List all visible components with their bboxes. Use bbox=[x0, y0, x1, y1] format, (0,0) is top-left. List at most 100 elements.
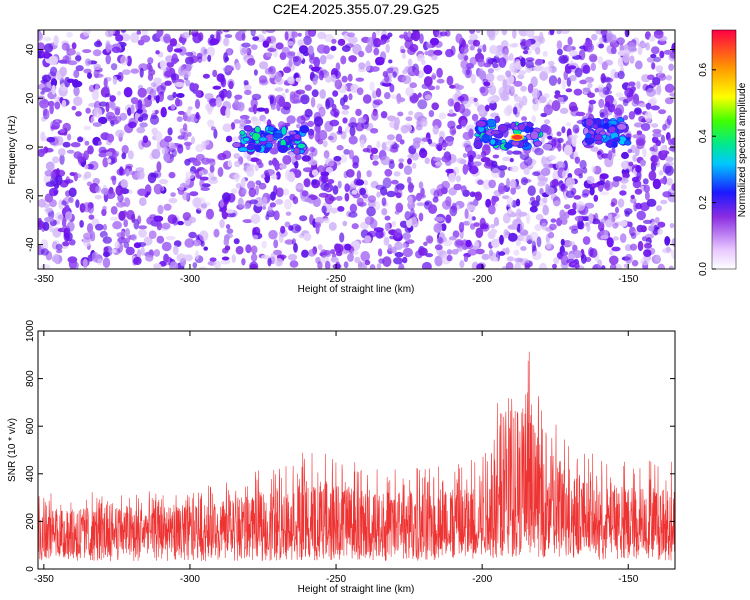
spectrogram-cell bbox=[185, 51, 194, 57]
spectrogram-cell bbox=[655, 65, 664, 73]
spectrogram-cell bbox=[531, 250, 542, 261]
spectrogram-cell bbox=[557, 96, 564, 103]
spectrogram-cell bbox=[568, 101, 578, 112]
spectrogram-feature-cell bbox=[517, 123, 526, 131]
spectrogram-cell bbox=[239, 118, 247, 128]
spectrogram-cell bbox=[571, 229, 579, 234]
spectrogram-cell bbox=[62, 141, 71, 148]
spectrogram-cell bbox=[467, 39, 475, 45]
spectrogram-cell bbox=[669, 52, 675, 59]
spectrogram-cell bbox=[294, 153, 302, 161]
spectrogram-cell bbox=[671, 183, 675, 191]
x-tick-label: -350 bbox=[34, 274, 54, 285]
spectrogram-cell bbox=[594, 87, 599, 93]
spectrogram-cell bbox=[591, 218, 601, 225]
snr-y-ticks: 0 200 400 600 800 1000 bbox=[25, 319, 675, 572]
spectrogram-cell bbox=[142, 135, 149, 144]
spectrogram-cell bbox=[445, 48, 454, 58]
spectrogram-cell bbox=[485, 57, 493, 65]
spectrogram-blobs bbox=[38, 30, 675, 269]
spectrogram-cell bbox=[222, 30, 230, 33]
spectrogram-cell bbox=[317, 261, 323, 269]
spectrogram-x-label: Height of straight line (km) bbox=[298, 284, 415, 295]
spectrogram-cell bbox=[66, 31, 73, 38]
spectrogram-cell bbox=[220, 259, 231, 265]
spectrogram-cell bbox=[574, 215, 584, 222]
spectrogram-cell bbox=[234, 160, 241, 168]
spectrogram-cell bbox=[366, 170, 372, 178]
spectrogram-cell bbox=[533, 66, 543, 72]
spectrogram-cell bbox=[64, 204, 70, 210]
spectrogram-cell bbox=[601, 76, 612, 82]
spectrogram-cell bbox=[597, 259, 602, 268]
x-tick-label: -200 bbox=[472, 574, 492, 585]
spectrogram-cell bbox=[71, 42, 77, 50]
spectrogram-cell bbox=[274, 87, 284, 92]
spectrogram-cell bbox=[213, 128, 218, 139]
spectrogram-cell bbox=[186, 116, 192, 123]
spectrogram-cell bbox=[477, 58, 485, 68]
spectrogram-cell bbox=[147, 57, 154, 65]
spectrogram-cell bbox=[556, 30, 562, 35]
spectrogram-feature-cell bbox=[277, 145, 289, 154]
spectrogram-cell bbox=[146, 216, 154, 225]
spectrogram-cell bbox=[451, 248, 459, 255]
spectrogram-cell bbox=[105, 93, 111, 98]
spectrogram-cell bbox=[380, 186, 388, 196]
spectrogram-cell bbox=[462, 153, 467, 158]
spectrogram-cell bbox=[448, 109, 454, 115]
spectrogram-cell bbox=[217, 167, 224, 177]
spectrogram-cell bbox=[69, 172, 76, 176]
spectrogram-cell bbox=[393, 257, 403, 265]
spectrogram-cell bbox=[376, 140, 381, 149]
spectrogram-cell bbox=[324, 158, 335, 168]
spectrogram-cell bbox=[55, 174, 63, 186]
spectrogram-cell bbox=[407, 182, 414, 193]
spectrogram-feature-cell bbox=[490, 129, 501, 135]
spectrogram-cell bbox=[439, 31, 448, 37]
spectrogram-cell bbox=[164, 80, 172, 86]
spectrogram-cell bbox=[664, 97, 674, 105]
spectrogram-cell bbox=[506, 256, 515, 262]
spectrogram-cell bbox=[659, 150, 670, 156]
spectrogram-feature-cell bbox=[232, 142, 242, 149]
spectrogram-cell bbox=[127, 121, 137, 129]
spectrogram-cell bbox=[237, 197, 244, 209]
spectrogram-cell bbox=[105, 190, 116, 200]
spectrogram-cell bbox=[665, 156, 674, 162]
spectrogram-cell bbox=[131, 213, 136, 223]
spectrogram-cell bbox=[200, 46, 207, 56]
spectrogram-cell bbox=[140, 246, 145, 256]
spectrogram-cell bbox=[75, 65, 84, 72]
spectrogram-cell bbox=[586, 176, 595, 185]
spectrogram-cell bbox=[110, 206, 118, 215]
spectrogram-cell bbox=[488, 204, 496, 215]
spectrogram-cell bbox=[629, 55, 635, 64]
spectrogram-cell bbox=[38, 217, 42, 227]
spectrogram-cell bbox=[665, 246, 671, 253]
spectrogram-cell bbox=[261, 254, 271, 260]
spectrogram-cell bbox=[301, 190, 309, 197]
spectrogram-cell bbox=[38, 94, 45, 102]
spectrogram-cell bbox=[424, 157, 430, 165]
spectrogram-cell bbox=[283, 188, 290, 196]
spectrogram-cell bbox=[482, 78, 489, 86]
spectrogram-cell bbox=[120, 33, 131, 42]
spectrogram-cell bbox=[69, 239, 76, 246]
spectrogram-cell bbox=[168, 197, 178, 204]
spectrogram-feature-cell bbox=[299, 125, 310, 134]
spectrogram-cell bbox=[435, 85, 440, 90]
spectrogram-cell bbox=[206, 46, 216, 57]
spectrogram-cell bbox=[112, 221, 122, 230]
spectrogram-cell bbox=[364, 259, 371, 266]
x-tick-label: -350 bbox=[34, 574, 54, 585]
spectrogram-cell bbox=[596, 181, 605, 186]
spectrogram-cell bbox=[636, 210, 646, 221]
spectrogram-cell bbox=[445, 168, 455, 174]
spectrogram-cell bbox=[487, 68, 494, 74]
spectrogram-cell bbox=[255, 180, 262, 186]
spectrogram-cell bbox=[278, 96, 286, 108]
spectrogram-cell bbox=[98, 152, 107, 158]
spectrogram-cell bbox=[651, 62, 656, 70]
spectrogram-cell bbox=[215, 96, 222, 108]
